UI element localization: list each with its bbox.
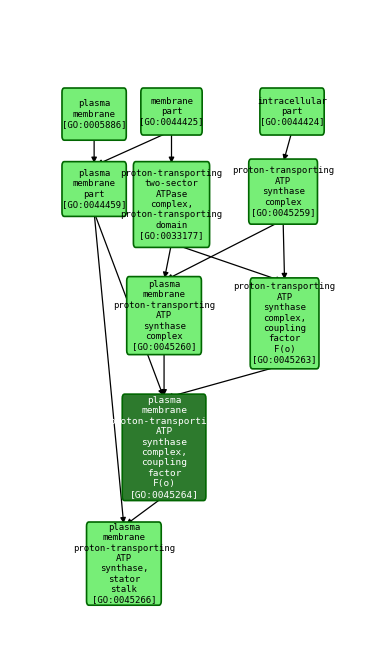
Text: plasma
membrane
proton-transporting
ATP
synthase,
stator
stalk
[GO:0045266]: plasma membrane proton-transporting ATP … (73, 523, 175, 605)
Text: proton-transporting
ATP
synthase
complex,
coupling
factor
F(o)
[GO:0045263]: proton-transporting ATP synthase complex… (233, 282, 336, 364)
Text: plasma
membrane
part
[GO:0044459]: plasma membrane part [GO:0044459] (62, 169, 126, 209)
Text: proton-transporting
two-sector
ATPase
complex,
proton-transporting
domain
[GO:00: proton-transporting two-sector ATPase co… (121, 169, 223, 240)
FancyBboxPatch shape (141, 88, 202, 135)
Text: intracellular
part
[GO:0044424]: intracellular part [GO:0044424] (257, 97, 327, 126)
FancyBboxPatch shape (62, 88, 126, 140)
FancyBboxPatch shape (133, 162, 210, 248)
FancyBboxPatch shape (62, 162, 126, 217)
Text: plasma
membrane
proton-transporting
ATP
synthase
complex
[GO:0045260]: plasma membrane proton-transporting ATP … (113, 280, 215, 352)
Text: proton-transporting
ATP
synthase
complex
[GO:0045259]: proton-transporting ATP synthase complex… (232, 166, 334, 217)
FancyBboxPatch shape (249, 159, 318, 224)
Text: membrane
part
[GO:0044425]: membrane part [GO:0044425] (139, 97, 204, 126)
FancyBboxPatch shape (122, 394, 206, 501)
FancyBboxPatch shape (127, 276, 202, 354)
FancyBboxPatch shape (86, 522, 161, 605)
FancyBboxPatch shape (260, 88, 324, 135)
Text: plasma
membrane
proton-transporting
ATP
synthase
complex,
coupling
factor
F(o)
[: plasma membrane proton-transporting ATP … (109, 396, 219, 499)
Text: plasma
membrane
[GO:0005886]: plasma membrane [GO:0005886] (62, 99, 126, 129)
FancyBboxPatch shape (250, 278, 319, 369)
